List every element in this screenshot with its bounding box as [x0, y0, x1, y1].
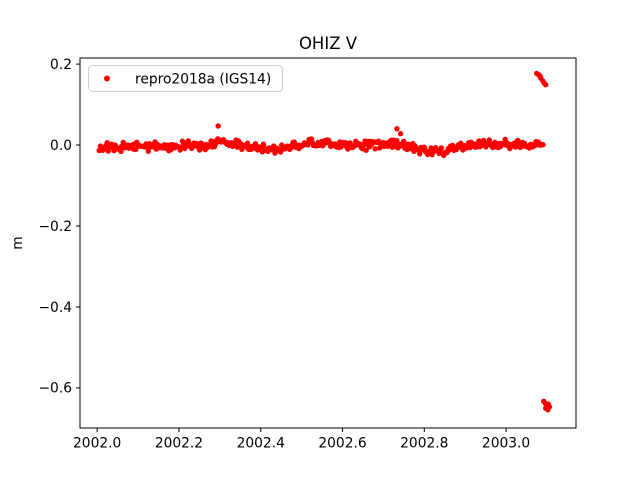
data-point [540, 142, 546, 148]
legend-label: repro2018a (IGS14) [135, 72, 271, 88]
data-point [417, 151, 423, 157]
legend-marker-dot-icon [104, 75, 110, 82]
data-point [394, 138, 400, 144]
data-point-outlier [397, 131, 404, 137]
y-tick-label: 0.2 [50, 57, 72, 73]
data-point [372, 146, 378, 152]
data-point [438, 145, 445, 151]
x-tick-label: 2002.4 [237, 436, 285, 452]
data-point [518, 144, 524, 150]
y-axis-label: m [10, 236, 26, 249]
y-tick-label: 0.0 [50, 138, 72, 154]
data-point-outlier [215, 123, 221, 129]
data-point-outlier [543, 82, 549, 88]
data-point [252, 141, 259, 147]
data-point-outlier [394, 126, 400, 132]
data-point [118, 148, 124, 155]
legend-box [88, 65, 283, 92]
y-tick-label: −0.2 [38, 219, 72, 235]
data-point [105, 148, 112, 154]
data-point-outlier [546, 404, 553, 410]
y-axis-ticks: 0.2 0.0 −0.2 −0.4 −0.6 [38, 57, 80, 397]
x-tick-label: 2003.0 [482, 436, 530, 452]
chart-title: OHIZ V [299, 34, 358, 53]
plot-area [80, 58, 576, 428]
data-point [272, 150, 278, 156]
data-points-layer [96, 70, 553, 413]
legend: repro2018a (IGS14) [88, 65, 283, 92]
x-tick-label: 2002.6 [318, 436, 366, 452]
data-point [486, 137, 492, 143]
axes-frame [79, 57, 577, 429]
data-point [133, 146, 139, 153]
x-axis-ticks: 2002.0 2002.2 2002.4 2002.6 2002.8 2003.0 [73, 428, 530, 452]
data-point [145, 148, 151, 154]
y-tick-label: −0.4 [38, 300, 72, 316]
y-tick-label: −0.6 [38, 381, 72, 397]
x-tick-label: 2002.0 [73, 436, 121, 452]
data-point [120, 139, 126, 146]
data-point [260, 141, 267, 147]
data-point [363, 147, 369, 153]
x-tick-label: 2002.2 [155, 436, 203, 452]
x-tick-label: 2002.8 [400, 436, 448, 452]
